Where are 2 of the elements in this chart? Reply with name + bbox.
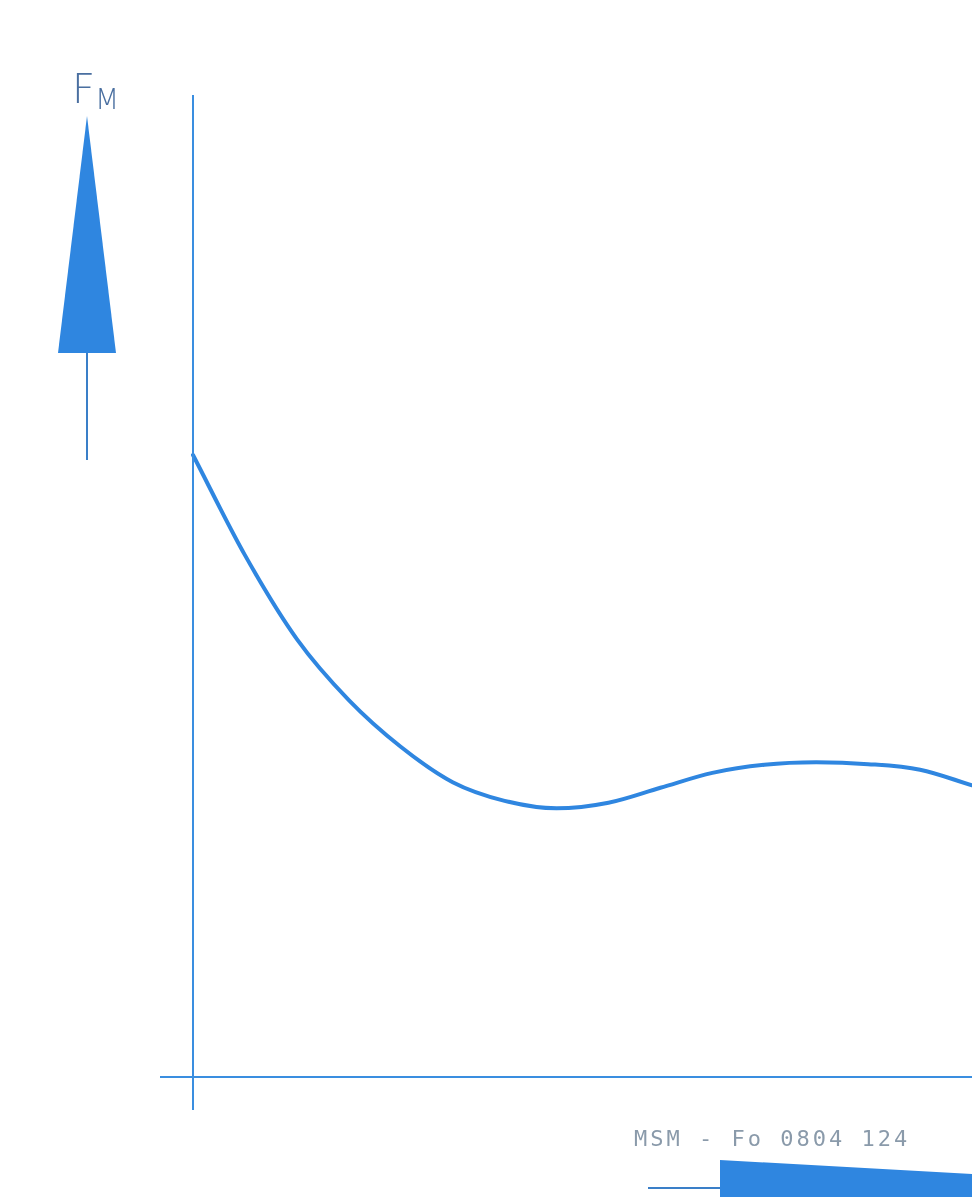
- text: MSM - Fo 0804 124: [634, 1126, 911, 1151]
- text: F$_{M}$: [72, 66, 120, 116]
